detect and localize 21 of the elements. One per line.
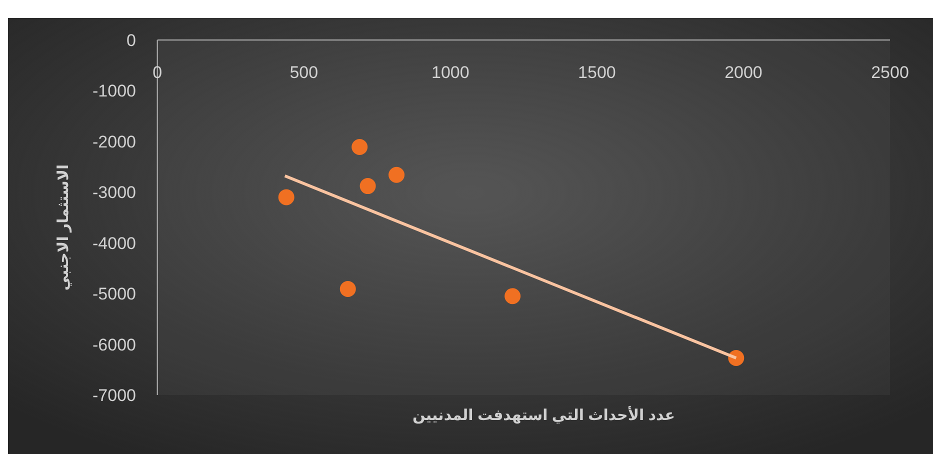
x-tick-label: 2000 <box>724 63 762 82</box>
y-tick-label: -5000 <box>92 284 136 304</box>
y-tick-label: -4000 <box>92 234 136 253</box>
y-tick-label: -7000 <box>92 386 136 405</box>
point <box>278 189 294 206</box>
point <box>388 166 405 183</box>
x-tick-label: 1000 <box>432 63 470 82</box>
x-tick-label: 1500 <box>578 63 616 82</box>
x-tick-label: 2500 <box>871 63 909 82</box>
y-tick-label: 0 <box>126 31 136 50</box>
y-axis-title: الاستثمار الاجنبي <box>55 164 72 291</box>
point <box>504 288 521 304</box>
point <box>352 139 368 156</box>
y-tick-label: -2000 <box>92 132 136 152</box>
y-tick-label: -3000 <box>92 183 136 202</box>
point <box>360 178 376 194</box>
x-axis-title: عدد الأحداث التي استهدفت المدنيين <box>412 405 675 424</box>
x-tick-label: 500 <box>290 63 318 82</box>
y-tick-label: -6000 <box>92 335 136 354</box>
y-tick-label: -1000 <box>92 82 136 101</box>
point <box>340 281 356 298</box>
